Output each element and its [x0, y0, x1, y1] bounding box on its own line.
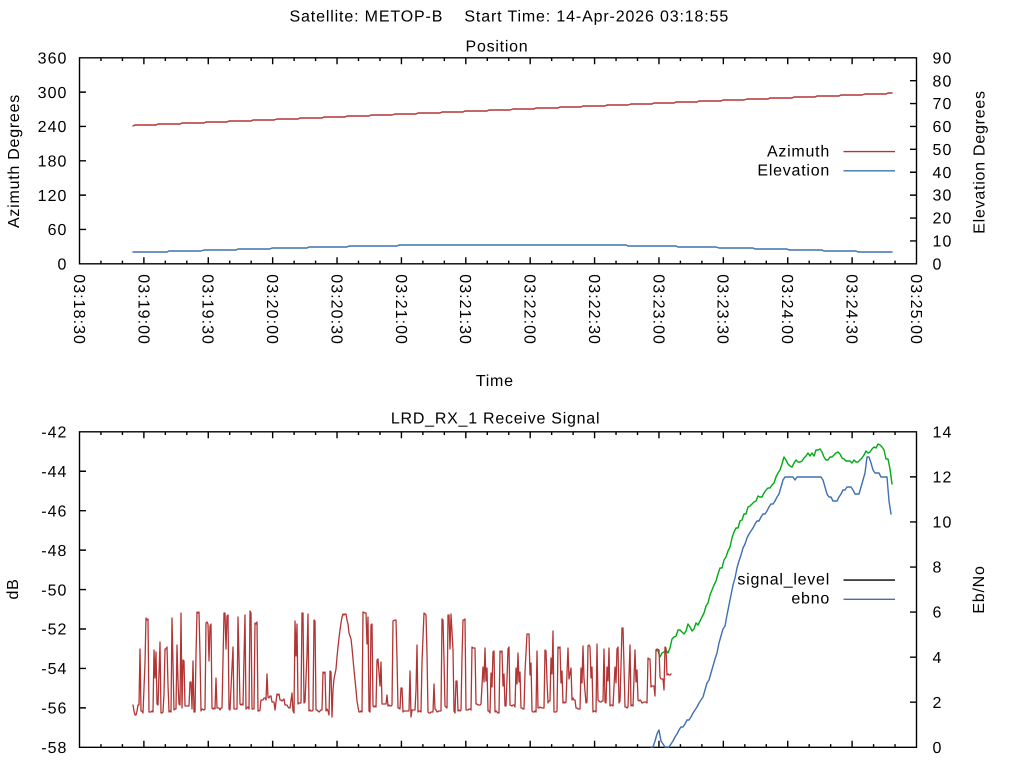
- svg-text:03:25:00: 03:25:00: [907, 274, 924, 345]
- svg-text:70: 70: [933, 96, 953, 113]
- svg-text:-56: -56: [41, 701, 67, 718]
- svg-text:Time: Time: [476, 373, 514, 390]
- svg-text:Azimuth: Azimuth: [767, 143, 830, 160]
- svg-text:10: 10: [933, 234, 953, 251]
- svg-text:03:23:00: 03:23:00: [649, 274, 666, 345]
- svg-text:Elevation: Elevation: [757, 163, 830, 180]
- svg-text:8: 8: [933, 560, 943, 577]
- svg-text:Satellite: METOP-B Start Ti: Satellite: METOP-B Start Time: 14-Apr-20…: [290, 9, 730, 26]
- svg-text:03:20:00: 03:20:00: [263, 274, 280, 345]
- svg-text:60: 60: [48, 222, 68, 239]
- svg-text:03:22:00: 03:22:00: [521, 274, 538, 345]
- svg-text:-52: -52: [41, 622, 67, 639]
- svg-text:80: 80: [933, 73, 953, 90]
- svg-text:300: 300: [38, 85, 68, 102]
- svg-text:360: 360: [38, 51, 68, 68]
- svg-text:ebno: ebno: [791, 591, 830, 608]
- svg-text:40: 40: [933, 165, 953, 182]
- svg-text:-46: -46: [41, 503, 67, 520]
- svg-text:180: 180: [38, 154, 68, 171]
- svg-text:-50: -50: [41, 582, 67, 599]
- svg-text:03:24:30: 03:24:30: [843, 274, 860, 345]
- svg-text:240: 240: [38, 119, 68, 136]
- svg-text:-44: -44: [41, 464, 67, 481]
- svg-text:2: 2: [933, 695, 943, 712]
- svg-text:120: 120: [38, 188, 68, 205]
- svg-text:dB: dB: [5, 578, 22, 599]
- svg-text:03:18:30: 03:18:30: [70, 274, 87, 345]
- svg-text:03:24:00: 03:24:00: [778, 274, 795, 345]
- svg-text:Position: Position: [466, 38, 529, 55]
- svg-text:12: 12: [933, 469, 953, 486]
- svg-text:14: 14: [933, 424, 953, 441]
- svg-text:03:23:30: 03:23:30: [714, 274, 731, 345]
- svg-text:03:19:00: 03:19:00: [134, 274, 151, 345]
- svg-text:Elevation Degrees: Elevation Degrees: [972, 90, 989, 234]
- svg-text:03:19:30: 03:19:30: [199, 274, 216, 345]
- svg-text:03:21:00: 03:21:00: [392, 274, 409, 345]
- svg-text:90: 90: [933, 50, 953, 67]
- svg-text:60: 60: [933, 119, 953, 136]
- svg-text:-58: -58: [41, 740, 67, 757]
- svg-text:50: 50: [933, 142, 953, 159]
- svg-text:03:22:30: 03:22:30: [585, 274, 602, 345]
- svg-text:signal_level: signal_level: [737, 571, 830, 588]
- svg-text:-48: -48: [41, 543, 67, 560]
- svg-text:10: 10: [933, 515, 953, 532]
- svg-text:03:20:30: 03:20:30: [327, 274, 344, 345]
- svg-text:Eb/No: Eb/No: [971, 565, 988, 613]
- svg-text:0: 0: [933, 740, 943, 757]
- svg-text:0: 0: [58, 257, 68, 274]
- svg-text:6: 6: [933, 605, 943, 622]
- svg-text:-54: -54: [41, 661, 67, 678]
- svg-text:-42: -42: [41, 425, 67, 442]
- svg-text:4: 4: [933, 650, 943, 667]
- svg-text:0: 0: [933, 256, 943, 273]
- svg-text:20: 20: [933, 211, 953, 228]
- svg-text:03:21:30: 03:21:30: [456, 274, 473, 345]
- svg-text:30: 30: [933, 188, 953, 205]
- svg-text:Azimuth Degrees: Azimuth Degrees: [6, 94, 23, 228]
- svg-text:LRD_RX_1 Receive Signal: LRD_RX_1 Receive Signal: [391, 410, 600, 427]
